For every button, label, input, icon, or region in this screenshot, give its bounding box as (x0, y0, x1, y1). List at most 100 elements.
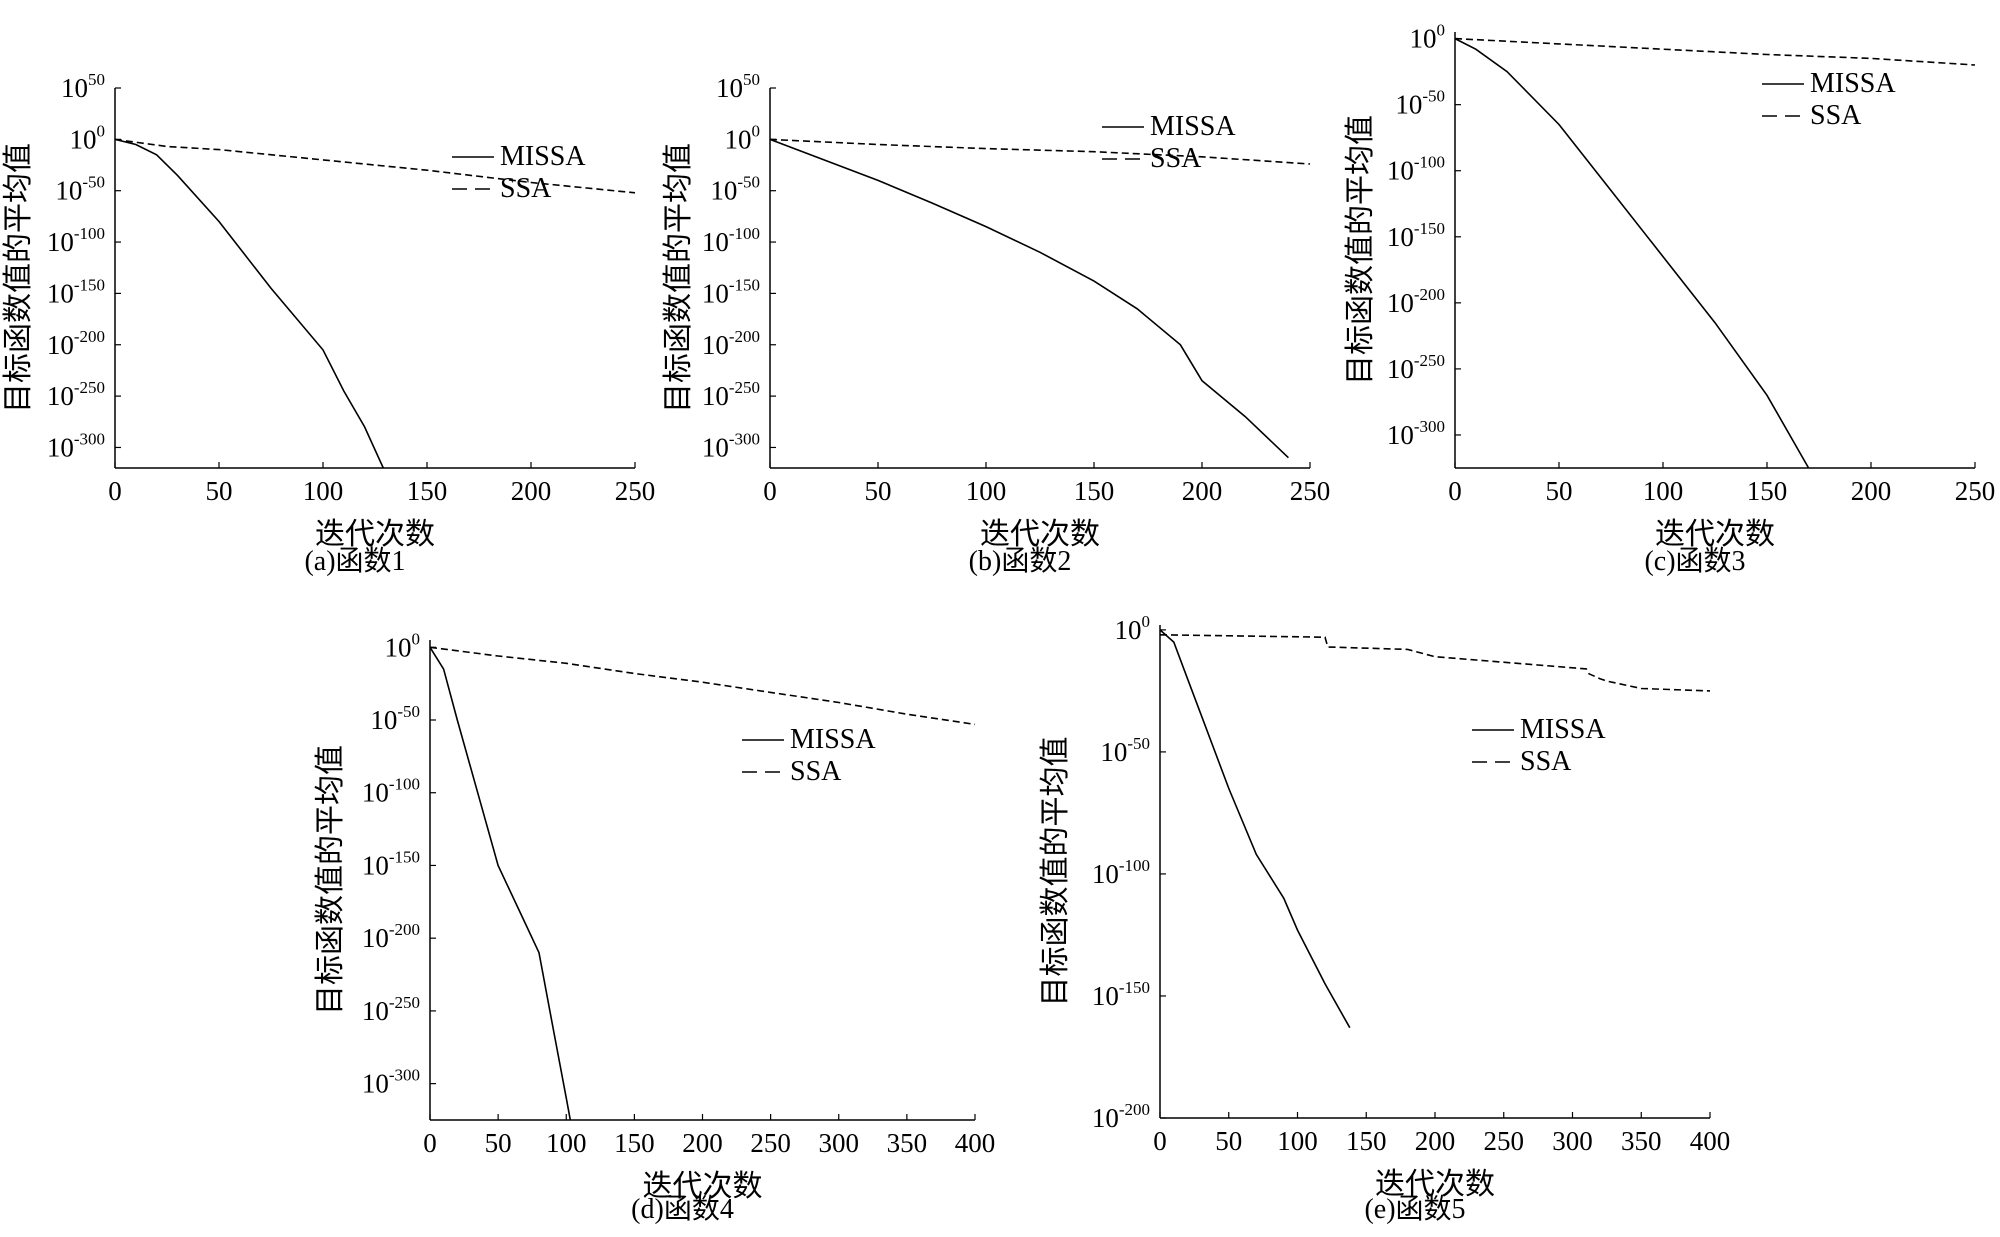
x-tick-label: 0 (108, 476, 122, 506)
x-tick-label: 150 (1747, 476, 1788, 506)
chart-caption: (b)函数2 (969, 545, 1072, 577)
x-tick-label: 100 (303, 476, 344, 506)
x-tick-label: 200 (1415, 1126, 1456, 1156)
legend-label: SSA (500, 173, 552, 204)
x-tick-label: 250 (1484, 1126, 1525, 1156)
x-tick-label: 350 (887, 1128, 928, 1158)
y-tick-label: 10-100 (47, 224, 105, 257)
series-line-ssa (1159, 634, 1711, 692)
series-line-ssa (1454, 37, 1976, 66)
chart-panel-4: 0 50 100 150 200 250 300 350 400 100 10-50 10-100 10… (313, 629, 995, 1225)
y-tick-label: 100 (725, 121, 761, 154)
x-tick-label: 50 (1215, 1126, 1242, 1156)
legend-label: MISSA (500, 141, 586, 172)
y-tick-label: 10-50 (370, 702, 420, 735)
y-tick-label: 10-50 (1100, 734, 1150, 767)
legend-label: SSA (1810, 100, 1862, 131)
y-tick-label: 10-250 (362, 993, 420, 1026)
x-tick-label: 300 (1552, 1126, 1593, 1156)
x-tick-label: 0 (1153, 1126, 1167, 1156)
x-tick-label: 0 (1448, 476, 1462, 506)
series-line-missa (429, 646, 572, 1121)
legend-label: SSA (1150, 143, 1202, 174)
y-tick-label: 10-200 (47, 327, 105, 360)
chart-caption: (d)函数4 (631, 1193, 734, 1225)
x-tick-label: 150 (1074, 476, 1115, 506)
y-tick-label: 100 (70, 121, 106, 154)
y-tick-label: 10-300 (1387, 417, 1445, 450)
x-tick-label: 250 (1955, 476, 1996, 506)
x-tick-label: 350 (1621, 1126, 1662, 1156)
x-tick-label: 100 (1643, 476, 1684, 506)
legend-label: MISSA (1520, 714, 1606, 745)
x-tick-label: 50 (485, 1128, 512, 1158)
y-tick-label: 10-100 (1387, 153, 1445, 186)
chart-caption: (e)函数5 (1364, 1193, 1465, 1225)
x-tick-label: 300 (819, 1128, 860, 1158)
y-tick-label: 10-200 (1092, 1100, 1150, 1133)
y-tick-label: 10-150 (1092, 978, 1150, 1011)
y-tick-label: 10-50 (710, 173, 760, 206)
chart-caption: (a)函数1 (304, 545, 405, 577)
y-axis-label: 目标函数值的平均值 (1343, 115, 1378, 385)
x-tick-label: 0 (423, 1128, 437, 1158)
chart-panel-1: 0 50 100 150 200 250 1050 100 10-50 10-100 10-150 1… (1, 70, 655, 577)
y-tick-label: 1050 (716, 70, 760, 103)
y-axis-label: 目标函数值的平均值 (1, 143, 36, 413)
x-tick-label: 150 (1346, 1126, 1387, 1156)
x-tick-label: 200 (511, 476, 552, 506)
x-tick-label: 200 (1851, 476, 1892, 506)
y-tick-label: 10-150 (362, 847, 420, 880)
x-axis-label: 迭代次数 (643, 1169, 763, 1204)
series-line-ssa (429, 646, 976, 726)
y-tick-label: 10-250 (702, 378, 760, 411)
legend-label: SSA (790, 756, 842, 787)
x-tick-label: 250 (1290, 476, 1331, 506)
chart-panel-3: 0 50 100 150 200 250 100 10-50 10-100 10-150 10-20… (1343, 21, 1995, 577)
x-tick-label: 400 (1690, 1126, 1731, 1156)
y-tick-label: 10-250 (1387, 351, 1445, 384)
x-tick-label: 150 (614, 1128, 655, 1158)
y-tick-label: 10-200 (702, 327, 760, 360)
y-tick-label: 10-150 (702, 275, 760, 308)
legend-label: MISSA (1810, 68, 1896, 99)
x-tick-label: 250 (615, 476, 656, 506)
y-axis-label: 目标函数值的平均值 (313, 745, 348, 1015)
x-tick-label: 250 (750, 1128, 791, 1158)
legend-label: MISSA (1150, 111, 1236, 142)
series-line-ssa (769, 138, 1311, 165)
legend-label: SSA (1520, 746, 1572, 777)
x-tick-label: 200 (682, 1128, 723, 1158)
x-axis-label: 迭代次数 (315, 517, 435, 552)
y-tick-label: 100 (1410, 21, 1446, 54)
x-tick-label: 100 (966, 476, 1007, 506)
series-line-missa (769, 138, 1289, 459)
x-axis-label: 迭代次数 (1375, 1167, 1495, 1202)
y-tick-label: 10-100 (702, 224, 760, 257)
y-tick-label: 10-150 (47, 275, 105, 308)
y-tick-label: 10-50 (55, 173, 105, 206)
series-line-missa (114, 138, 385, 469)
y-tick-label: 1050 (61, 70, 105, 103)
y-tick-label: 10-250 (47, 378, 105, 411)
x-tick-label: 50 (865, 476, 892, 506)
series-line-missa (1159, 629, 1351, 1029)
x-axis-label: 迭代次数 (1655, 517, 1775, 552)
x-tick-label: 0 (763, 476, 777, 506)
y-tick-label: 10-200 (362, 920, 420, 953)
series-line-missa (1454, 37, 1810, 469)
legend-label: MISSA (790, 724, 876, 755)
series-line-ssa (114, 138, 636, 194)
y-tick-label: 100 (385, 629, 421, 662)
y-tick-label: 10-150 (1387, 219, 1445, 252)
y-tick-label: 10-300 (362, 1066, 420, 1099)
y-tick-label: 100 (1115, 612, 1151, 645)
x-tick-label: 50 (1546, 476, 1573, 506)
x-tick-label: 100 (546, 1128, 587, 1158)
x-tick-label: 150 (407, 476, 448, 506)
y-tick-label: 10-50 (1395, 87, 1445, 120)
y-axis-label: 目标函数值的平均值 (1038, 737, 1073, 1007)
x-axis-label: 迭代次数 (980, 517, 1100, 552)
y-tick-label: 10-300 (47, 429, 105, 462)
